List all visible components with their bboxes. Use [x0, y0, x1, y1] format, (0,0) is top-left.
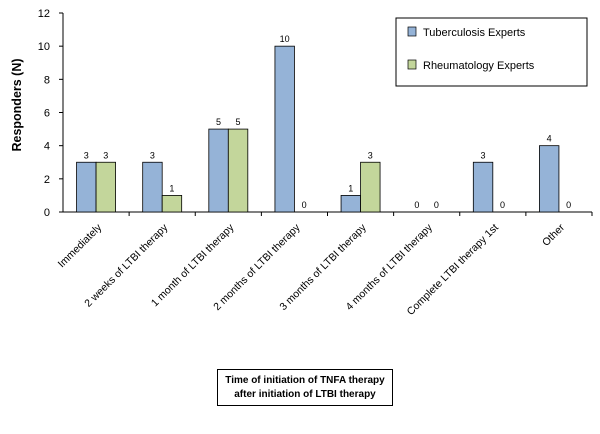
- data-label: 0: [302, 200, 307, 210]
- y-tick-label: 0: [44, 207, 50, 219]
- bar-tuberculosis: [472, 161, 494, 213]
- x-axis-label: Time of initiation of TNFA therapy after…: [217, 369, 393, 406]
- data-label: 1: [348, 183, 353, 193]
- data-label: 10: [280, 34, 290, 44]
- data-label: 5: [236, 117, 241, 127]
- data-label: 0: [434, 200, 439, 210]
- legend: Tuberculosis Experts Rheumatology Experts: [395, 17, 588, 87]
- legend-label: Tuberculosis Experts: [423, 27, 526, 39]
- legend-swatch: [407, 26, 417, 37]
- data-label: 5: [216, 117, 221, 127]
- bars: 3 3 3 1 5 5 10 0 1 3 0 0 3 0 4 0: [76, 34, 571, 213]
- y-tick-label: 2: [44, 174, 50, 186]
- x-axis-label-line-2: after initiation of LTBI therapy: [234, 388, 376, 400]
- y-axis-label: Responders (N): [10, 58, 24, 151]
- data-label: 3: [103, 150, 108, 160]
- bar-rheumatology: [95, 161, 116, 213]
- bar-rheumatology: [227, 128, 249, 213]
- bar-rheumatology: [161, 195, 183, 213]
- y-tick-label: 6: [44, 108, 50, 120]
- bar-tuberculosis: [340, 195, 361, 213]
- x-category-label: Immediately: [56, 221, 105, 270]
- bar-tuberculosis: [539, 145, 560, 213]
- legend-swatch: [407, 59, 417, 70]
- bar-tuberculosis: [208, 128, 229, 213]
- bar-tuberculosis: [142, 161, 163, 213]
- x-axis-label-line-1: Time of initiation of TNFA therapy: [225, 374, 385, 386]
- y-tick-label: 4: [44, 141, 50, 153]
- bar-tuberculosis: [76, 161, 97, 213]
- x-category-label: Other: [540, 221, 567, 248]
- legend-box: [395, 17, 588, 87]
- y-tick-label: 8: [44, 74, 50, 86]
- data-label: 4: [547, 134, 552, 144]
- bar-rheumatology: [360, 161, 381, 213]
- data-label: 3: [481, 150, 486, 160]
- data-label: 3: [84, 150, 89, 160]
- data-label: 1: [169, 183, 174, 193]
- data-label: 0: [566, 200, 571, 210]
- data-label: 0: [414, 200, 419, 210]
- legend-label: Rheumatology Experts: [423, 60, 535, 72]
- bar-tuberculosis: [274, 45, 295, 213]
- y-tick-label: 10: [38, 41, 50, 53]
- y-tick-label: 12: [38, 8, 50, 20]
- data-label: 0: [500, 200, 505, 210]
- data-label: 3: [150, 150, 155, 160]
- data-label: 3: [368, 150, 373, 160]
